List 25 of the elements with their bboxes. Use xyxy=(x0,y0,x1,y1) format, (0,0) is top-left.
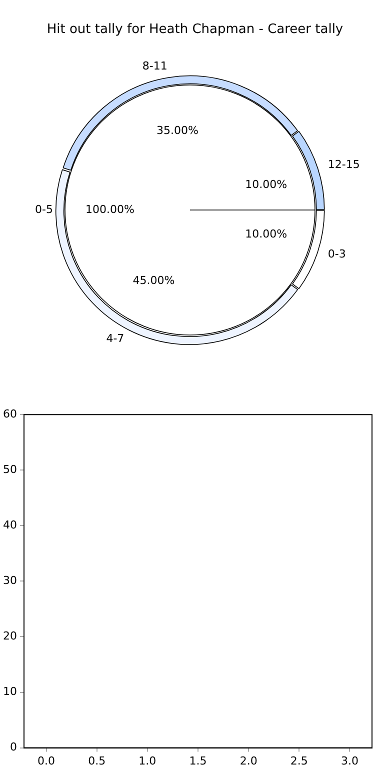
x-tick-label: 2.0 xyxy=(240,754,258,768)
x-tick-label: 2.5 xyxy=(290,754,308,768)
slice-label: 8-11 xyxy=(142,60,168,73)
slice-label: 4-7 xyxy=(106,332,124,346)
data-label: 100.00% xyxy=(86,202,134,216)
x-tick-label: 1.0 xyxy=(138,754,156,768)
y-tick-label: 40 xyxy=(2,518,17,532)
chart-title: Hit out tally for Heath Chapman - Career tally xyxy=(46,22,344,37)
slice-label: 0-3 xyxy=(328,248,346,261)
slice-label: 12-15 xyxy=(328,158,360,172)
data-label: 10.00% xyxy=(245,228,288,241)
y-tick-label: 60 xyxy=(2,407,17,420)
x-tick-label: 3.0 xyxy=(340,754,358,768)
slice-label: 0-5 xyxy=(35,202,53,216)
x-tick-label: 1.5 xyxy=(189,754,207,768)
y-tick-label: 10 xyxy=(2,685,17,698)
y-tick-label: 50 xyxy=(2,462,17,476)
x-tick-label: 0.0 xyxy=(38,754,56,768)
data-label: 35.00% xyxy=(156,124,198,137)
data-label: 45.00% xyxy=(132,274,175,288)
y-tick-label: 0 xyxy=(10,740,17,754)
y-tick-label: 30 xyxy=(2,574,17,588)
data-label: 10.00% xyxy=(245,178,288,192)
y-tick-label: 20 xyxy=(2,630,17,643)
x-tick-label: 0.5 xyxy=(88,754,106,768)
